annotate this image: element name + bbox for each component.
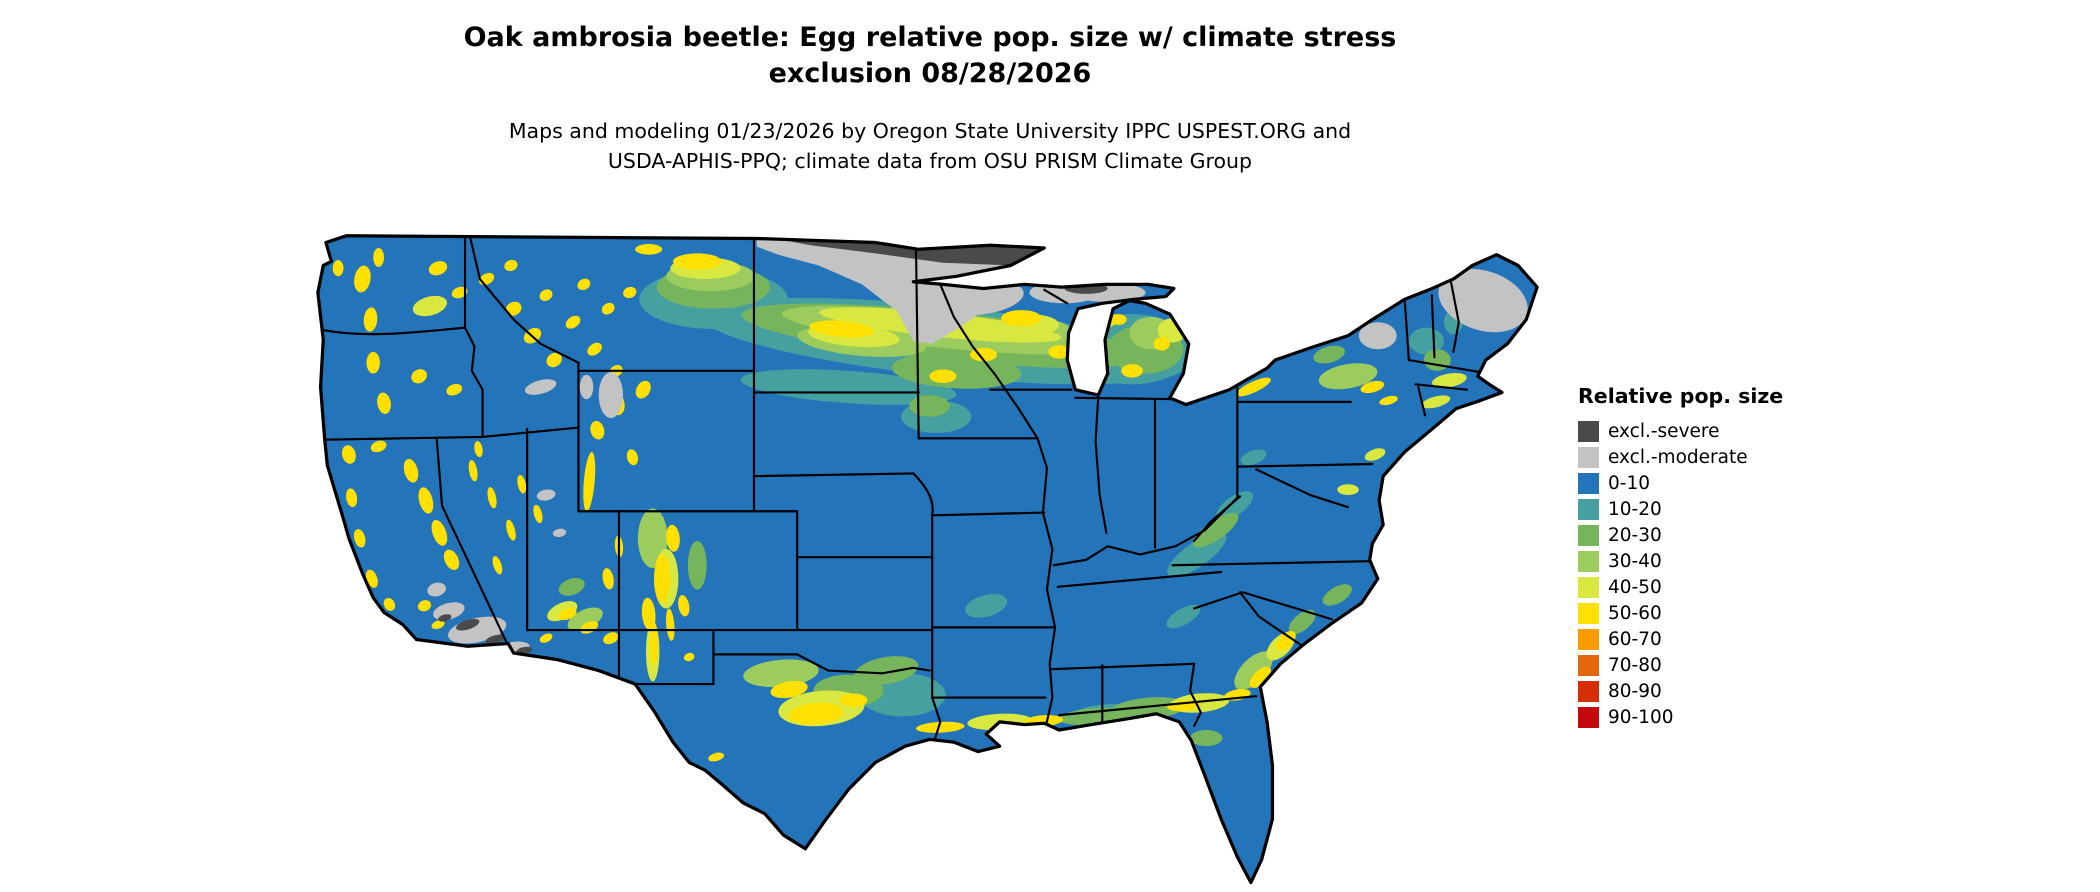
- legend-item: 40-50: [1578, 574, 1783, 600]
- us-conus-map: [316, 234, 1539, 885]
- legend-item-label: 20-30: [1608, 524, 1662, 546]
- legend-item: 80-90: [1578, 678, 1783, 704]
- legend-swatch: [1578, 446, 1599, 468]
- figure-subtitle-line2: USDA-APHIS-PPQ; climate data from OSU PR…: [607, 149, 1253, 173]
- figure-title-line2: exclusion 08/28/2026: [768, 58, 1092, 89]
- figure-title-line1: Oak ambrosia beetle: Egg relative pop. s…: [463, 22, 1397, 53]
- legend-item-label: 80-90: [1608, 680, 1662, 702]
- legend-item: 0-10: [1578, 470, 1783, 496]
- legend-item-label: 0-10: [1608, 472, 1650, 494]
- legend-item-label: 10-20: [1608, 498, 1662, 520]
- legend-swatch: [1578, 524, 1599, 546]
- legend-swatch: [1578, 628, 1599, 650]
- legend-item: 90-100: [1578, 704, 1783, 730]
- legend-item-label: 50-60: [1608, 602, 1662, 624]
- legend-swatch: [1578, 550, 1599, 572]
- legend: Relative pop. size excl.-severe excl.-mod…: [1578, 384, 1783, 730]
- legend-item: 30-40: [1578, 548, 1783, 574]
- us-outline: [316, 234, 1539, 885]
- legend-swatch: [1578, 602, 1599, 624]
- legend-item: 60-70: [1578, 626, 1783, 652]
- legend-item: 50-60: [1578, 600, 1783, 626]
- legend-item: excl.-moderate: [1578, 444, 1783, 470]
- legend-item-label: 90-100: [1608, 706, 1674, 728]
- legend-title: Relative pop. size: [1578, 384, 1784, 408]
- legend-item: 20-30: [1578, 522, 1783, 548]
- legend-swatch: [1578, 654, 1599, 676]
- legend-items: excl.-severe excl.-moderate 0-10 10-20 20-30…: [1578, 418, 1783, 730]
- legend-item: 70-80: [1578, 652, 1783, 678]
- legend-swatch: [1578, 472, 1599, 494]
- band-50-60: [332, 243, 1479, 762]
- legend-item: 10-20: [1578, 496, 1783, 522]
- legend-swatch: [1578, 576, 1599, 598]
- figure-header: Oak ambrosia beetle: Egg relative pop. s…: [330, 20, 1530, 176]
- legend-item-label: 40-50: [1608, 576, 1662, 598]
- legend-item-label: excl.-severe: [1608, 420, 1720, 442]
- figure-title: Oak ambrosia beetle: Egg relative pop. s…: [330, 20, 1530, 92]
- legend-swatch: [1578, 706, 1599, 728]
- legend-item-label: excl.-moderate: [1608, 446, 1748, 468]
- legend-item-label: 70-80: [1608, 654, 1662, 676]
- legend-item-label: 60-70: [1608, 628, 1662, 650]
- figure-subtitle: Maps and modeling 01/23/2026 by Oregon S…: [330, 116, 1530, 176]
- legend-swatch: [1578, 680, 1599, 702]
- legend-item: excl.-severe: [1578, 418, 1783, 444]
- figure-subtitle-line1: Maps and modeling 01/23/2026 by Oregon S…: [508, 119, 1352, 143]
- legend-swatch: [1578, 420, 1599, 442]
- state-borders: [323, 236, 1482, 745]
- legend-item-label: 30-40: [1608, 550, 1662, 572]
- legend-swatch: [1578, 498, 1599, 520]
